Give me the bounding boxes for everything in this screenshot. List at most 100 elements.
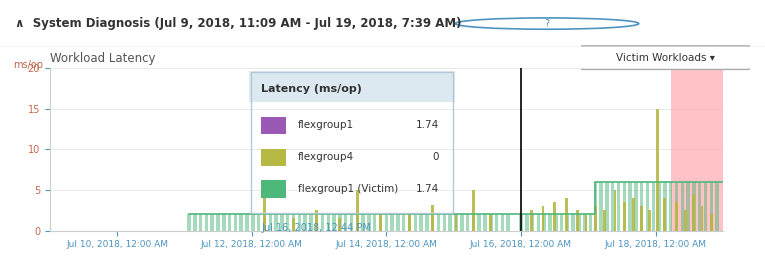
Bar [187, 214, 190, 231]
Bar [640, 206, 643, 231]
Bar [367, 214, 371, 231]
Bar [262, 214, 266, 231]
Bar [553, 202, 556, 231]
Bar [379, 214, 382, 231]
Bar [584, 214, 588, 231]
Bar [646, 182, 649, 231]
Bar [605, 182, 609, 231]
Bar [530, 210, 533, 231]
Text: 0: 0 [432, 152, 438, 162]
Bar [657, 182, 661, 231]
Bar [408, 214, 411, 231]
Text: Jul 16, 2018, 12:44 PM: Jul 16, 2018, 12:44 PM [261, 223, 371, 233]
Bar [649, 210, 651, 231]
Bar [309, 214, 313, 231]
Bar [472, 190, 475, 231]
Bar [298, 214, 301, 231]
Bar [531, 214, 534, 231]
Bar [385, 214, 388, 231]
Bar [495, 214, 498, 231]
Bar [321, 214, 324, 231]
Bar [565, 198, 568, 231]
FancyBboxPatch shape [576, 46, 753, 69]
Bar [233, 214, 237, 231]
Bar [222, 214, 226, 231]
Text: Workload Latency: Workload Latency [50, 52, 155, 66]
Bar [460, 214, 464, 231]
Bar [315, 214, 318, 231]
Bar [500, 214, 504, 231]
Bar [327, 214, 330, 231]
Bar [292, 219, 295, 231]
Bar [640, 182, 643, 231]
Bar [257, 214, 260, 231]
Bar [675, 202, 678, 231]
Bar [373, 214, 376, 231]
Bar [286, 214, 289, 231]
Bar [239, 214, 243, 231]
Bar [414, 214, 417, 231]
Bar [681, 182, 684, 231]
FancyBboxPatch shape [261, 117, 286, 134]
Bar [685, 210, 687, 231]
Bar [692, 182, 695, 231]
Bar [477, 214, 481, 231]
Bar [193, 214, 197, 231]
Bar [617, 182, 620, 231]
Bar [356, 214, 359, 231]
Bar [483, 214, 487, 231]
Bar [228, 214, 231, 231]
Bar [443, 214, 446, 231]
Text: flexgroup1 (Victim): flexgroup1 (Victim) [298, 184, 399, 194]
Bar [490, 214, 492, 231]
Bar [542, 206, 545, 231]
Text: 1.74: 1.74 [415, 121, 438, 130]
Bar [205, 214, 208, 231]
Bar [466, 214, 469, 231]
Bar [454, 214, 457, 231]
Bar [350, 214, 353, 231]
Text: ms/op: ms/op [13, 60, 43, 70]
Bar [408, 214, 412, 231]
Bar [280, 214, 284, 231]
Bar [246, 214, 249, 231]
Bar [431, 214, 435, 231]
Bar [275, 214, 278, 231]
Bar [692, 194, 695, 231]
FancyBboxPatch shape [261, 149, 286, 166]
Bar [379, 214, 382, 231]
Bar [199, 214, 203, 231]
Bar [251, 214, 255, 231]
Bar [402, 214, 405, 231]
Bar [634, 182, 637, 231]
Bar [454, 214, 457, 231]
Bar [578, 214, 581, 231]
Bar [675, 182, 679, 231]
Bar [652, 182, 655, 231]
Bar [589, 214, 592, 231]
Bar [583, 214, 587, 231]
Bar [448, 214, 452, 231]
Text: Latency (ms/op): Latency (ms/op) [261, 84, 362, 95]
FancyBboxPatch shape [249, 71, 455, 102]
Bar [560, 214, 563, 231]
Text: ∧  System Diagnosis (Jul 9, 2018, 11:09 AM - Jul 19, 2018, 7:39 AM): ∧ System Diagnosis (Jul 9, 2018, 11:09 A… [15, 17, 462, 30]
Bar [332, 214, 336, 231]
Bar [472, 214, 475, 231]
Bar [263, 190, 266, 231]
Bar [656, 109, 659, 231]
Text: 1.74: 1.74 [415, 184, 438, 194]
Bar [431, 205, 435, 231]
Bar [304, 214, 307, 231]
Bar [571, 214, 575, 231]
Bar [525, 214, 529, 231]
Bar [425, 214, 428, 231]
Bar [291, 214, 295, 231]
Bar [701, 206, 704, 231]
FancyBboxPatch shape [261, 180, 286, 198]
Bar [663, 182, 666, 231]
Bar [361, 214, 365, 231]
Bar [594, 182, 597, 231]
Bar [599, 182, 603, 231]
Bar [489, 214, 493, 231]
